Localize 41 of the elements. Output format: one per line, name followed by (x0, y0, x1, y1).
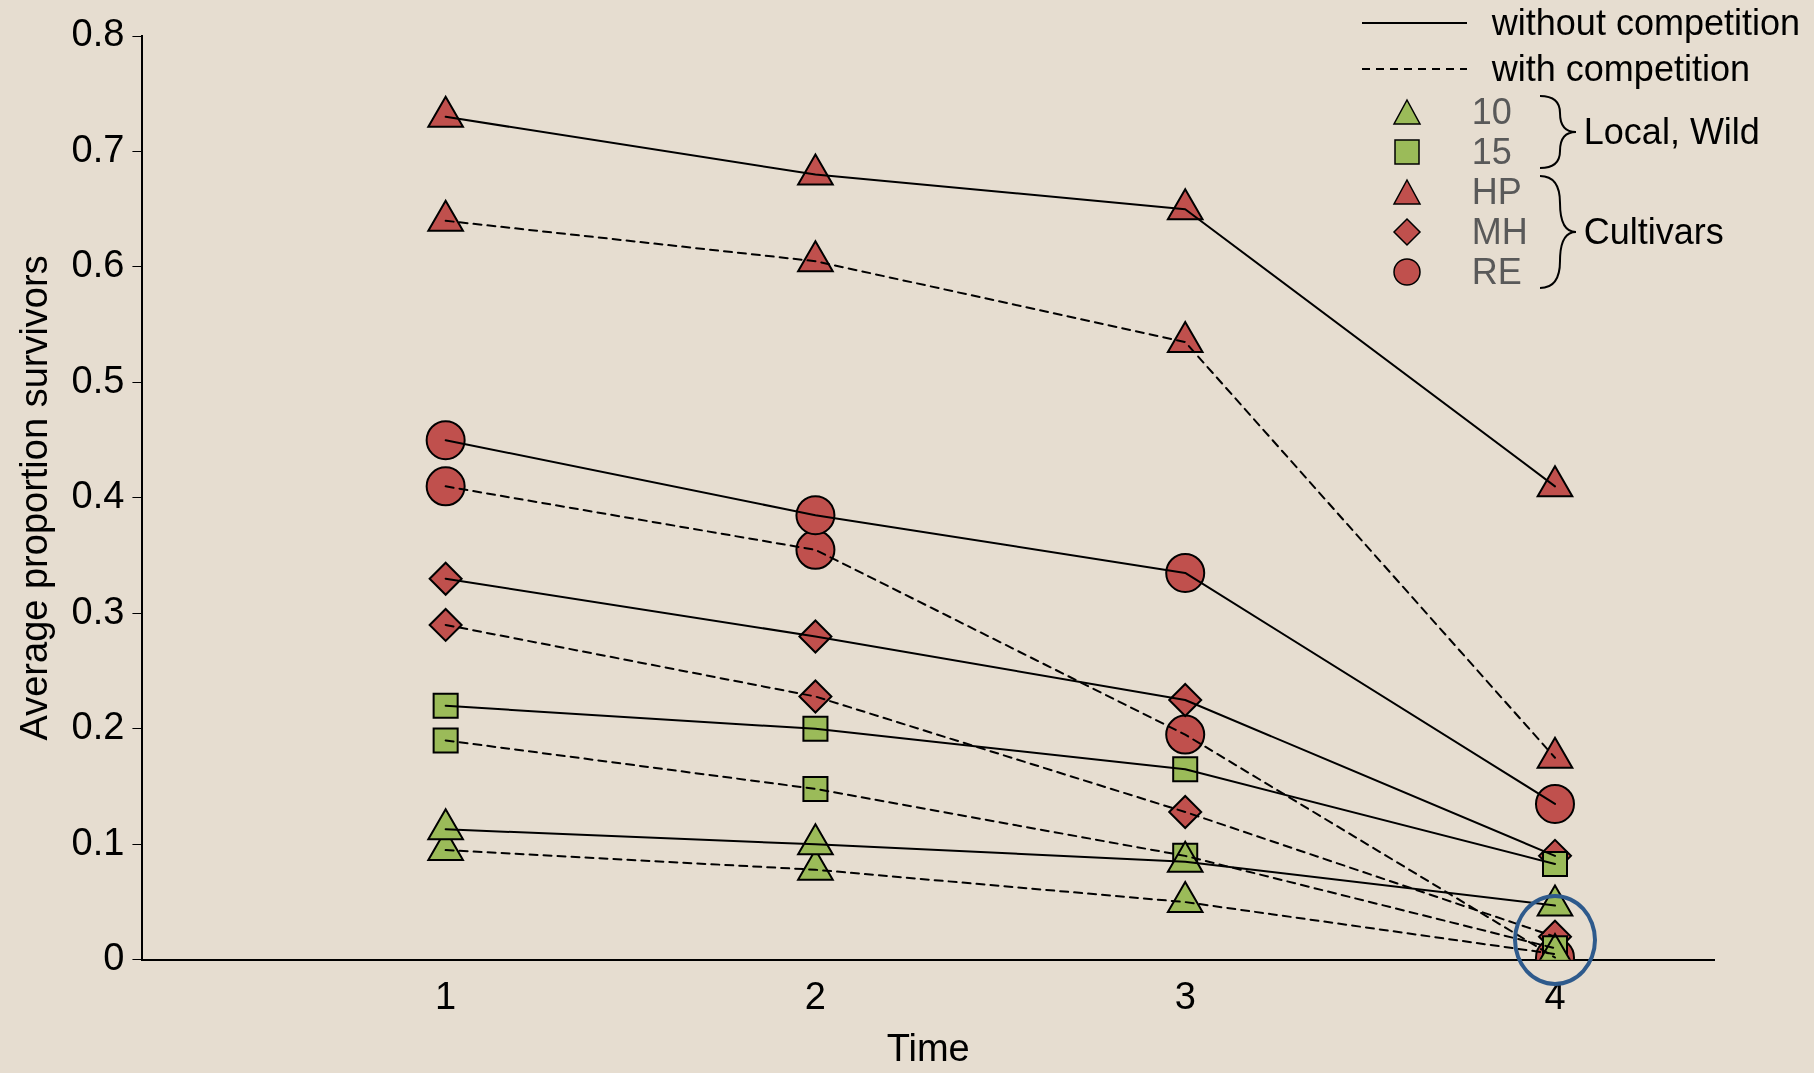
y-tick-label: 0.8 (71, 12, 125, 55)
x-tick-label: 3 (1174, 975, 1196, 1018)
y-tick-label: 0.4 (71, 474, 125, 517)
point (797, 240, 834, 273)
x-tick-label: 2 (804, 975, 826, 1018)
point (798, 679, 833, 714)
legend-label: 15 (1471, 131, 1512, 173)
point (1168, 794, 1203, 829)
point (428, 607, 463, 642)
y-tick-label: 0.6 (71, 243, 125, 286)
annotation: with competition (1491, 48, 1750, 90)
point (1165, 552, 1206, 593)
point (802, 775, 829, 802)
y-axis-title: Average proportion survivors (13, 255, 56, 741)
point (432, 727, 459, 754)
y-tick-label: 0.3 (71, 589, 125, 632)
point (1541, 850, 1569, 877)
annotation: without competition (1491, 2, 1800, 44)
annotation: Cultivars (1583, 211, 1724, 253)
point (1166, 321, 1204, 354)
point (428, 561, 463, 596)
x-axis-title: Time (886, 1026, 970, 1069)
point (427, 95, 464, 128)
legend-label: HP (1471, 171, 1522, 213)
y-tick-label: 0.7 (71, 127, 125, 170)
y-tick-label: 0 (103, 936, 125, 979)
legend-label: RE (1471, 251, 1522, 293)
legend-label: MH (1471, 211, 1528, 253)
point (802, 715, 829, 742)
point (797, 153, 834, 186)
y-tick-label: 0.2 (71, 705, 125, 748)
x-tick-label: 1 (435, 975, 457, 1018)
point (1165, 714, 1206, 755)
point (1534, 783, 1575, 824)
point (1172, 756, 1199, 783)
legend-label: 10 (1471, 91, 1512, 133)
y-tick-label: 0.5 (71, 358, 125, 401)
y-tick-label: 0.1 (71, 820, 125, 863)
point (427, 199, 464, 232)
point (432, 692, 459, 719)
annotation: Local, Wild (1583, 111, 1760, 153)
